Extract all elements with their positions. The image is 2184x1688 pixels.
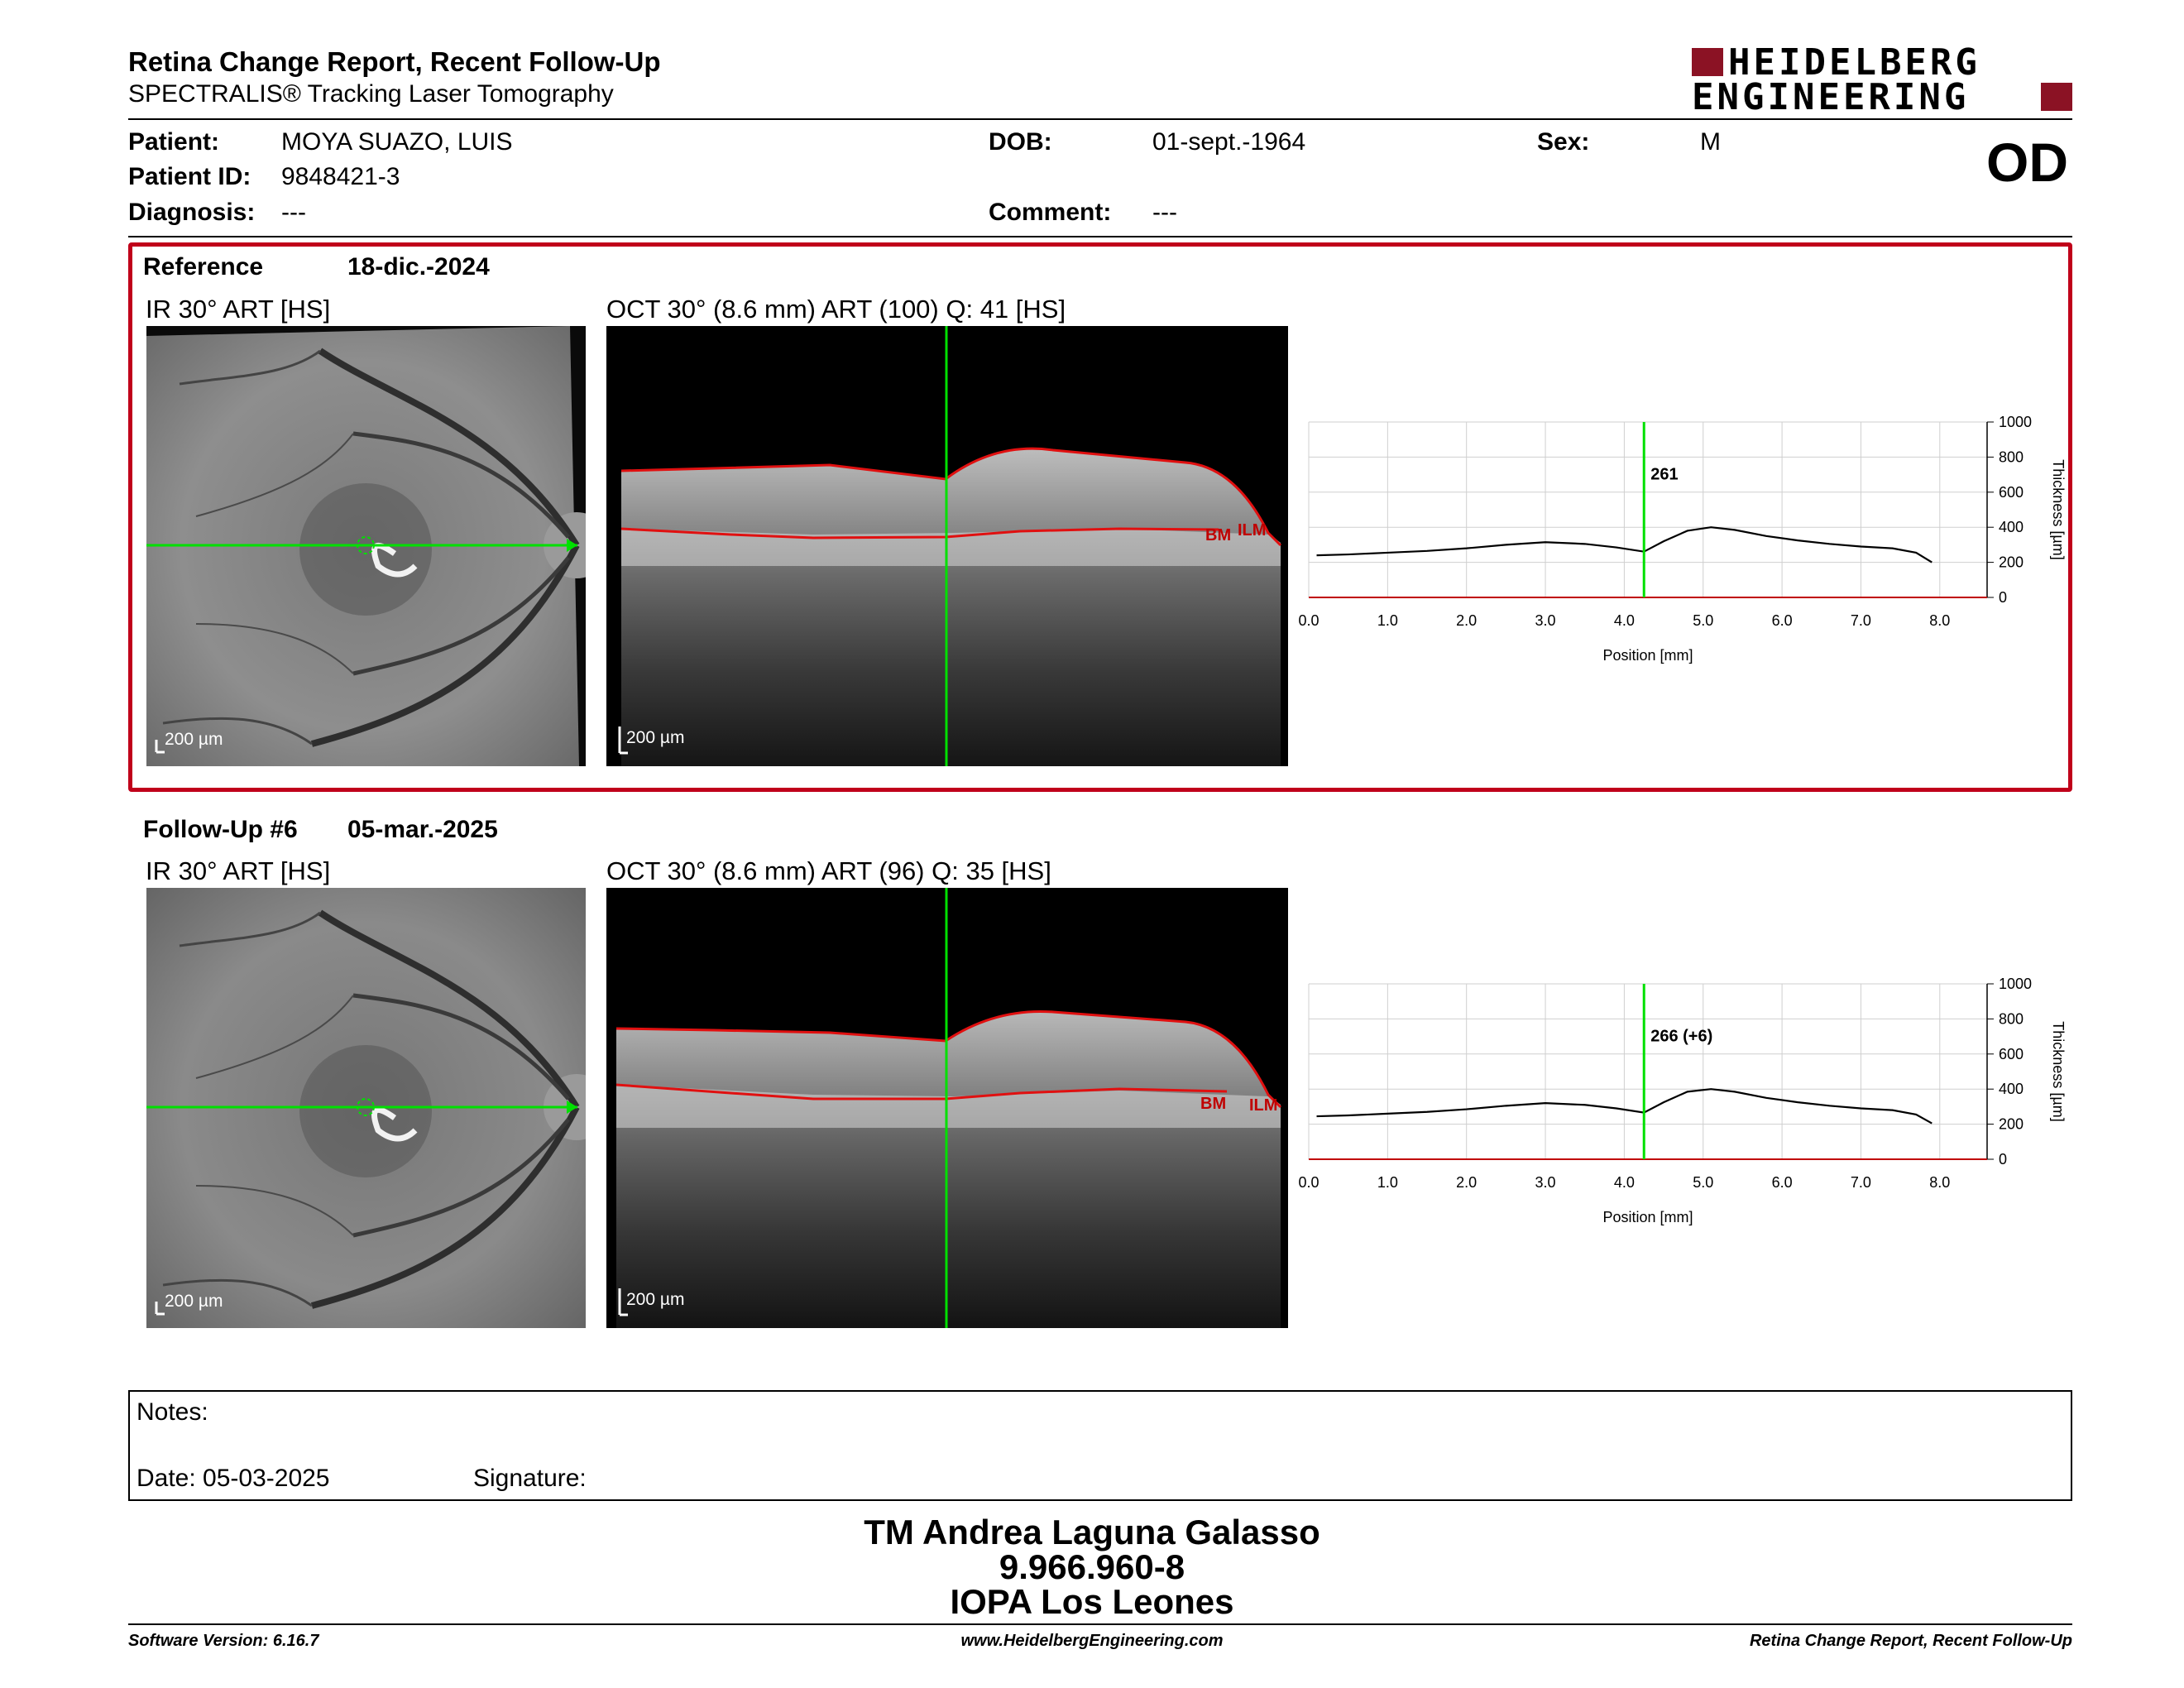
patient-name: MOYA SUAZO, LUIS [281, 128, 513, 156]
y-tick-label: 400 [1999, 519, 2024, 535]
x-tick-label: 5.0 [1693, 612, 1713, 629]
patient-id: 9848421-3 [281, 163, 400, 190]
logo-line1: HEIDELBERG [1728, 41, 1980, 84]
dob-value: 01-sept.-1964 [1152, 128, 1306, 156]
y-tick-label: 600 [1999, 1046, 2024, 1062]
reference-oct-image: BM ILM 200 µm [606, 326, 1288, 766]
comment-label: Comment: [989, 199, 1112, 226]
y-tick-label: 1000 [1999, 414, 2032, 430]
report-subtitle: SPECTRALIS® Tracking Laser Tomography [128, 80, 614, 108]
x-tick-label: 1.0 [1377, 1174, 1398, 1191]
x-axis-label: Position [mm] [1602, 1209, 1693, 1225]
reference-ilm-label: ILM [1238, 521, 1267, 539]
notes-signature-label: Signature: [473, 1465, 587, 1492]
footer-software-version: Software Version: 6.16.7 [128, 1632, 319, 1650]
diagnosis-label: Diagnosis: [128, 199, 256, 226]
y-tick-label: 800 [1999, 448, 2024, 465]
x-tick-label: 2.0 [1456, 612, 1477, 629]
reference-ir-label: IR 30° ART [HS] [146, 295, 331, 324]
y-tick-label: 600 [1999, 484, 2024, 501]
followup-thickness-chart: 0.0 1.0 2.0 3.0 4.0 5.0 6.0 7.0 8.0 0 200 400 600 800… [1298, 976, 2067, 1225]
x-tick-label: 2.0 [1456, 1174, 1477, 1191]
notes-box: Notes: Date: 05-03-2025 Signature: [128, 1390, 2072, 1501]
reference-date: 18-dic.-2024 [347, 253, 490, 281]
y-tick-label: 0 [1999, 589, 2007, 606]
followup-bm-label: BM [1200, 1095, 1227, 1113]
signer-id: 9.966.960-8 [999, 1547, 1185, 1586]
followup-ir-label: IR 30° ART [HS] [146, 856, 331, 885]
footer-divider [128, 1623, 2072, 1625]
reference-thickness-chart: 0.0 1.0 2.0 3.0 4.0 5.0 6.0 7.0 8.0 0 200 400 600 800… [1298, 414, 2067, 664]
y-tick-label: 1000 [1999, 976, 2032, 992]
heidelberg-logo: HEIDELBERG ENGINEERING [1692, 41, 2072, 118]
eye-indicator: OD [1986, 132, 2068, 193]
x-axis-label: Position [mm] [1602, 647, 1693, 664]
reference-title: Reference [143, 253, 264, 281]
x-tick-label: 0.0 [1298, 612, 1319, 629]
notes-date: Date: 05-03-2025 [136, 1465, 330, 1492]
followup-oct-image: BM ILM 200 µm [606, 888, 1288, 1328]
y-axis-label: Thickness [µm] [2050, 1021, 2067, 1121]
y-axis-label: Thickness [µm] [2050, 459, 2067, 559]
thickness-line [1316, 526, 1933, 563]
x-tick-label: 4.0 [1614, 1174, 1635, 1191]
cursor-value-label: 261 [1650, 466, 1678, 484]
signer-org: IOPA Los Leones [950, 1582, 1234, 1621]
x-tick-label: 0.0 [1298, 1174, 1319, 1191]
report-title: Retina Change Report, Recent Follow-Up [128, 46, 661, 77]
followup-ir-image: 200 µm [146, 888, 586, 1328]
reference-ir-image: 200 µm [146, 326, 586, 766]
logo-line2: ENGINEERING [1692, 76, 1970, 118]
followup-ilm-label: ILM [1249, 1096, 1278, 1115]
reference-panel [128, 242, 2072, 792]
dob-label: DOB: [989, 128, 1052, 156]
signer-name: TM Andrea Laguna Galasso [864, 1513, 1320, 1551]
comment-value: --- [1152, 199, 1177, 226]
diagnosis-value: --- [281, 199, 306, 226]
y-tick-label: 200 [1999, 554, 2024, 571]
reference-oct-scale: 200 µm [626, 728, 685, 747]
reference-bm-label: BM [1205, 526, 1232, 544]
followup-title: Follow-Up #6 [143, 816, 298, 843]
thickness-line [1316, 1088, 1933, 1125]
reference-oct-label: OCT 30° (8.6 mm) ART (100) Q: 41 [HS] [606, 295, 1066, 324]
y-tick-label: 200 [1999, 1116, 2024, 1133]
footer-website-link[interactable]: www.HeidelbergEngineering.com [960, 1632, 1224, 1650]
x-tick-label: 5.0 [1693, 1174, 1713, 1191]
x-tick-label: 3.0 [1535, 1174, 1556, 1191]
cursor-value-label: 266 (+6) [1650, 1028, 1712, 1046]
x-tick-label: 1.0 [1377, 612, 1398, 629]
y-tick-label: 800 [1999, 1010, 2024, 1027]
followup-ir-scale: 200 µm [165, 1292, 223, 1311]
info-divider [128, 236, 2072, 237]
followup-oct-scale: 200 µm [626, 1290, 685, 1309]
patient-label: Patient: [128, 128, 220, 156]
notes-label: Notes: [136, 1398, 208, 1426]
sex-value: M [1700, 128, 1721, 156]
x-tick-label: 7.0 [1851, 612, 1871, 629]
x-tick-label: 8.0 [1929, 612, 1950, 629]
x-tick-label: 6.0 [1772, 612, 1793, 629]
patient-id-label: Patient ID: [128, 163, 251, 190]
x-tick-label: 4.0 [1614, 612, 1635, 629]
y-tick-label: 0 [1999, 1151, 2007, 1168]
x-tick-label: 8.0 [1929, 1174, 1950, 1191]
x-tick-label: 3.0 [1535, 612, 1556, 629]
followup-oct-label: OCT 30° (8.6 mm) ART (96) Q: 35 [HS] [606, 856, 1051, 885]
reference-ir-scale: 200 µm [165, 730, 223, 749]
y-tick-label: 400 [1999, 1081, 2024, 1097]
header-divider [128, 118, 2072, 120]
x-tick-label: 6.0 [1772, 1174, 1793, 1191]
sex-label: Sex: [1537, 128, 1590, 156]
followup-date: 05-mar.-2025 [347, 816, 498, 843]
footer-report-name: Retina Change Report, Recent Follow-Up [1749, 1632, 2072, 1650]
x-tick-label: 7.0 [1851, 1174, 1871, 1191]
